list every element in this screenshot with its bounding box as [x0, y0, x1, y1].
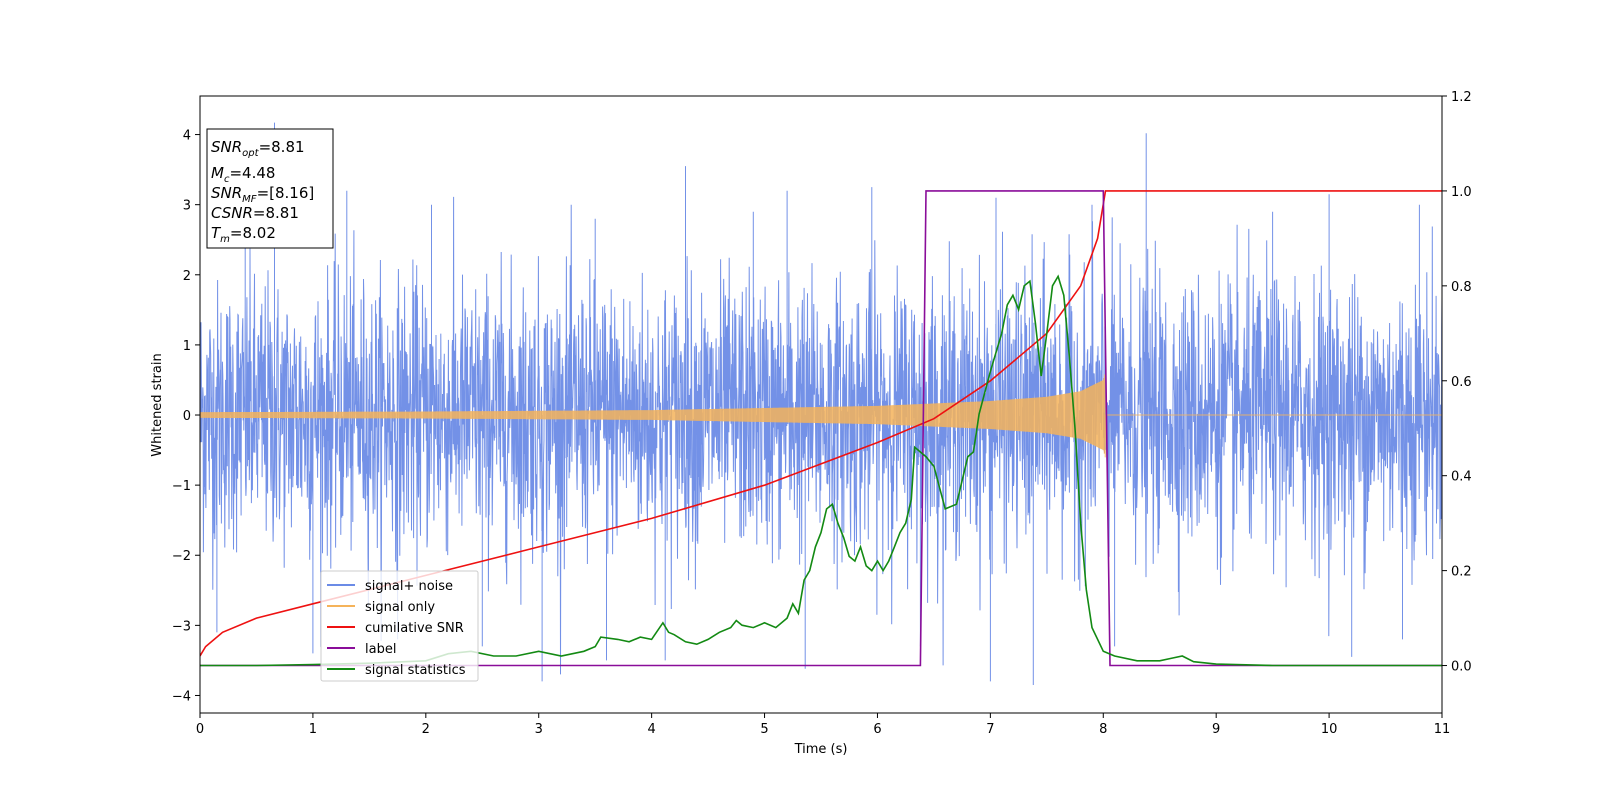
legend-label: signal only [365, 600, 435, 615]
legend-label: cumilative SNR [365, 621, 464, 636]
annotation-csnr: CSNR=8.81 [211, 204, 299, 222]
series-layer [200, 122, 1442, 685]
series-label [200, 190, 1442, 667]
y-right-tick-label: 0.2 [1451, 565, 1472, 580]
y-right-tick-label: 1.2 [1451, 90, 1472, 105]
series-signal-statistics [200, 274, 1442, 667]
y-left-tick-label: 0 [183, 409, 191, 424]
x-tick-label: 1 [309, 722, 317, 737]
x-tick-label: 11 [1434, 722, 1451, 737]
y-left-tick-label: −4 [172, 689, 191, 704]
annotation-box: SNRopt=8.81 Mc=4.48 SNRMF=[8.16] CSNR=8.… [206, 128, 334, 249]
x-tick-label: 7 [986, 722, 994, 737]
legend-label: signal statistics [365, 663, 466, 678]
plot-frame [199, 95, 1443, 714]
y-axis-left: −4 −3 −2 −1 0 1 2 3 4 [172, 129, 200, 704]
y-left-tick-label: 3 [183, 199, 191, 214]
annotation-mc: Mc=4.48 [211, 164, 275, 185]
x-tick-label: 10 [1321, 722, 1338, 737]
series-signal-noise [200, 122, 1442, 685]
y-axis-title: Whitened strain [150, 353, 165, 456]
y-left-tick-label: 1 [183, 339, 191, 354]
x-tick-label: 5 [760, 722, 768, 737]
y-right-tick-label: 0.8 [1451, 280, 1472, 295]
legend-label: label [365, 642, 396, 657]
annotation-tm: Tm=8.02 [211, 224, 276, 245]
y-left-tick-label: 2 [183, 269, 191, 284]
annotation-snr-mf: SNRMF=[8.16] [211, 184, 314, 205]
x-tick-label: 9 [1212, 722, 1220, 737]
y-left-tick-label: −2 [172, 549, 191, 564]
x-tick-label: 0 [196, 722, 204, 737]
annotation-snr-opt: SNRopt=8.81 [211, 138, 305, 159]
series-signal-only [200, 374, 1442, 458]
x-tick-label: 6 [873, 722, 881, 737]
y-left-tick-label: −1 [172, 479, 191, 494]
x-tick-label: 2 [422, 722, 430, 737]
y-left-tick-label: −3 [172, 619, 191, 634]
y-right-tick-label: 1.0 [1451, 185, 1472, 200]
x-axis: 0 1 2 3 4 5 6 7 8 9 10 11 [196, 713, 1450, 737]
x-tick-label: 8 [1099, 722, 1107, 737]
x-axis-title: Time (s) [794, 742, 848, 757]
series-cumilative-snr [200, 190, 1442, 657]
legend-label: signal+ noise [365, 579, 453, 594]
y-right-tick-label: 0.0 [1451, 660, 1472, 675]
y-right-tick-label: 0.6 [1451, 375, 1472, 390]
y-axis-right: 0.0 0.2 0.4 0.6 0.8 1.0 1.2 [1442, 90, 1472, 675]
x-tick-label: 4 [647, 722, 655, 737]
y-left-tick-label: 4 [183, 129, 191, 144]
x-tick-label: 3 [535, 722, 543, 737]
legend: signal+ noise signal only cumilative SNR la… [320, 570, 479, 682]
y-right-tick-label: 0.4 [1451, 470, 1472, 485]
